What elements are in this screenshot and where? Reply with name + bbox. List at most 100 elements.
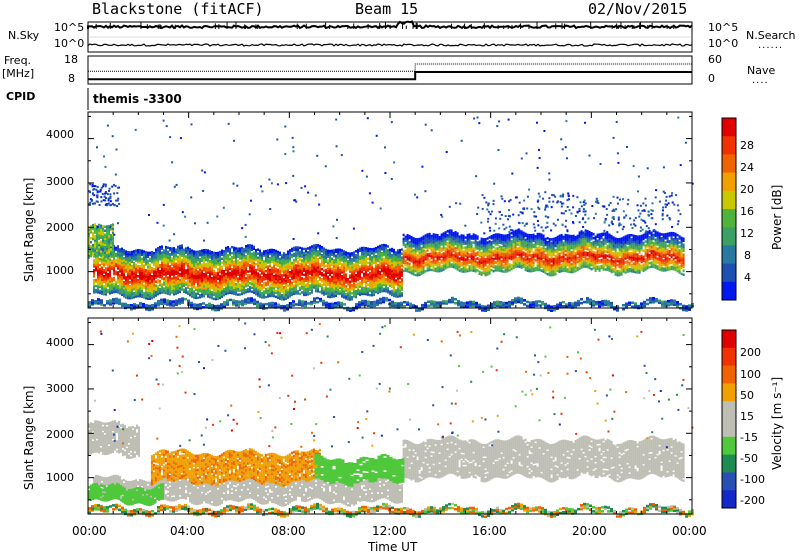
power-cell	[470, 241, 473, 244]
power-cell	[213, 261, 215, 265]
power-cell	[243, 269, 245, 273]
power-cell	[181, 274, 183, 277]
power-cell	[345, 255, 347, 258]
power-cell	[107, 272, 109, 276]
power-cell	[345, 273, 347, 276]
power-cell	[201, 287, 203, 290]
power-cell	[213, 283, 215, 287]
power-cell	[345, 259, 347, 262]
power-cell	[317, 250, 319, 253]
power-cell	[103, 291, 105, 294]
power-cell	[165, 289, 167, 293]
power-cell	[135, 271, 137, 274]
cpid-value: themis -3300	[93, 92, 182, 106]
power-cell	[253, 283, 255, 286]
power-cell	[189, 266, 191, 269]
power-cell	[281, 266, 283, 269]
power-cell	[221, 279, 223, 282]
power-cell	[408, 262, 411, 266]
power-cell	[327, 263, 329, 266]
power-cell	[247, 244, 249, 247]
power-cell	[221, 269, 223, 272]
power-cell	[203, 268, 205, 272]
power-cell	[243, 273, 245, 277]
power-cell	[115, 284, 117, 288]
power-cell	[347, 282, 349, 285]
power-cell	[101, 280, 103, 283]
power-cell	[213, 277, 215, 281]
power-cell	[472, 241, 475, 244]
power-cell	[235, 275, 237, 278]
power-cell	[249, 276, 251, 279]
power-cell	[267, 265, 269, 268]
xtick-1600: 16:00	[472, 524, 507, 538]
power-cell	[221, 267, 223, 270]
power-cell	[209, 252, 211, 255]
power-cell	[305, 271, 307, 275]
power-cell	[341, 295, 343, 298]
power-cell	[141, 257, 143, 261]
power-cell	[480, 237, 483, 241]
power-cell	[151, 279, 153, 282]
power-cell	[239, 273, 241, 276]
power-cell	[141, 283, 143, 286]
power-cell	[361, 262, 363, 266]
power-cell	[532, 243, 535, 247]
power-cell	[329, 295, 331, 299]
power-cell	[323, 253, 325, 256]
power-cell	[179, 272, 181, 276]
power-cell	[183, 268, 185, 271]
power-cell	[311, 283, 313, 286]
power-cell	[147, 265, 149, 269]
power-cell	[119, 280, 121, 283]
power-cell	[319, 276, 321, 280]
power-cell	[105, 257, 107, 260]
power-cell	[175, 278, 177, 281]
power-cell	[141, 271, 143, 274]
power-cell	[223, 270, 225, 273]
power-cell	[259, 279, 261, 282]
power-cell	[536, 246, 539, 250]
power-cell	[365, 274, 367, 278]
power-cell	[317, 272, 319, 275]
power-cell	[309, 258, 311, 261]
power-cell	[119, 286, 121, 289]
power-cell	[185, 291, 187, 294]
power-cell	[273, 260, 275, 264]
power-cell	[117, 279, 119, 282]
power-cell	[113, 272, 115, 276]
power-cell	[353, 271, 355, 274]
power-cell	[343, 290, 345, 293]
power-cell	[363, 264, 365, 268]
power-cell	[237, 263, 239, 266]
power-cell	[215, 285, 217, 289]
power-cell	[189, 291, 191, 295]
power-cell	[345, 293, 347, 296]
power-cell	[257, 274, 259, 277]
freq-tick-8: 8	[68, 72, 75, 85]
power-cell	[367, 267, 369, 270]
power-cell	[245, 268, 247, 272]
power-cell	[255, 253, 257, 256]
power-cell	[317, 268, 319, 271]
power-cell	[337, 280, 339, 283]
power-cell	[365, 249, 367, 252]
power-cell	[155, 248, 157, 251]
power-cell	[211, 294, 213, 298]
power-cell	[169, 281, 171, 284]
power-cell	[297, 276, 299, 279]
power-cell	[135, 295, 137, 298]
power-cell	[329, 255, 331, 259]
power-cell	[221, 251, 223, 254]
power-cell	[97, 269, 99, 272]
power-cell	[127, 290, 129, 294]
power-cell	[163, 249, 165, 252]
power-cell	[259, 293, 261, 296]
power-cell	[295, 266, 297, 269]
power-cell	[211, 278, 213, 282]
power-cell	[199, 294, 201, 297]
power-cell	[301, 271, 303, 274]
power-cell	[113, 270, 115, 274]
power-cell	[271, 280, 273, 284]
power-cell	[227, 258, 229, 261]
